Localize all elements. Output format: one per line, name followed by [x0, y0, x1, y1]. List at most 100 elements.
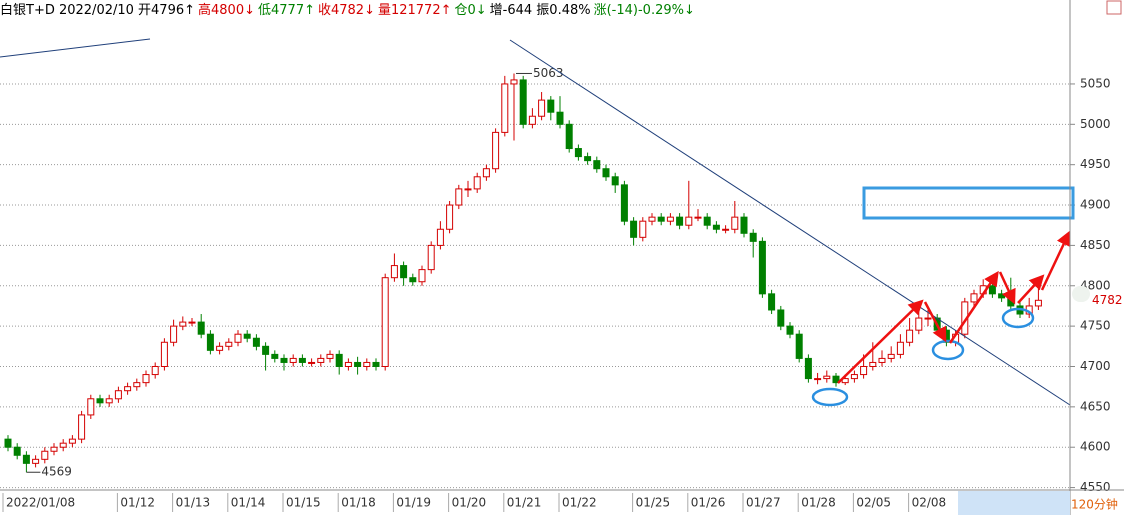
trend-arrows — [837, 230, 1071, 384]
x-tick-label: 01/25 — [636, 496, 671, 510]
candle-body — [68, 438, 76, 444]
candle-body — [400, 265, 408, 279]
y-tick-label: 5000 — [1080, 117, 1111, 131]
marker-ellipse — [931, 339, 965, 361]
candle-body — [50, 446, 58, 452]
candle-body — [998, 293, 1006, 299]
y-tick-label: 4600 — [1080, 440, 1111, 454]
candle-body — [170, 325, 178, 343]
header: 白银T+D 2022/02/10 开4796↑ 高4800↓ 低4777↑ 收4782… — [0, 2, 695, 18]
candle-body — [814, 378, 822, 381]
candle-body — [78, 414, 86, 440]
candle-body — [372, 361, 380, 367]
candle-body — [887, 353, 895, 359]
low-label: 4569 — [41, 465, 72, 479]
candle-body — [593, 160, 601, 170]
candle-body — [114, 390, 122, 400]
candle-body — [455, 188, 463, 206]
candle-body — [832, 375, 840, 384]
candle-body — [87, 398, 95, 416]
candle-body — [1034, 299, 1042, 307]
candle-body — [639, 220, 647, 238]
header-item: 收4782↓ — [318, 3, 375, 18]
candle-body — [409, 277, 417, 283]
candle-body — [105, 398, 113, 404]
candle-body — [354, 361, 362, 367]
candle-body — [850, 374, 858, 380]
x-tick-label: 01/14 — [231, 496, 266, 510]
candle-body — [758, 240, 766, 295]
candle-body — [308, 361, 316, 364]
candle-body — [234, 333, 242, 343]
header-item: 白银T+D 2022/02/10 开4796↑ — [0, 2, 195, 18]
candle-body — [538, 99, 546, 117]
y-tick-label: 4700 — [1080, 359, 1111, 373]
y-tick-label: 5050 — [1080, 76, 1111, 90]
high-label: 5063 — [533, 66, 564, 80]
candle-body — [712, 224, 720, 230]
last-price-label: 4782 — [1092, 293, 1123, 307]
candle-body — [151, 365, 159, 376]
x-tick-label: 01/19 — [396, 496, 431, 510]
x-tick-label: 01/22 — [562, 496, 597, 510]
marker-ellipse — [1001, 307, 1035, 329]
x-tick-label: 01/28 — [801, 496, 836, 510]
candle-body — [648, 216, 656, 222]
candle-body — [676, 216, 684, 226]
period-label[interactable]: 120分钟 — [1071, 497, 1118, 512]
x-tick-label: 02/08 — [912, 496, 947, 510]
candle-body — [749, 232, 757, 242]
candle-body — [464, 188, 472, 191]
candle-body — [492, 131, 500, 170]
candle-body — [860, 365, 868, 376]
window-button[interactable] — [1106, 0, 1122, 15]
x-highlight — [958, 491, 1070, 515]
candle-body — [924, 317, 932, 320]
candle-body — [630, 220, 638, 238]
y-tick-label: 4550 — [1080, 480, 1111, 494]
marker-ellipse — [811, 387, 849, 407]
y-tick-label: 4750 — [1080, 319, 1111, 333]
candle-body — [473, 176, 481, 190]
candle-body — [225, 341, 233, 347]
candle-body — [59, 442, 67, 448]
candle-body — [4, 438, 12, 448]
candle-body — [335, 353, 343, 367]
candle-body — [547, 99, 555, 113]
x-tick-label: 01/26 — [691, 496, 726, 510]
candle-body — [298, 357, 306, 363]
candle-body — [13, 446, 21, 456]
candle-body — [510, 79, 518, 85]
candle-body — [418, 269, 426, 283]
candle-body — [124, 386, 132, 392]
candle-body — [731, 216, 739, 230]
candle-body — [694, 216, 702, 219]
header-item: 涨(-14)-0.29%↓ — [594, 3, 695, 18]
candle-body — [188, 321, 196, 324]
x-tick-label: 02/05 — [856, 496, 891, 510]
candle-body — [804, 357, 812, 380]
candle-body — [41, 450, 49, 460]
x-tick-label: 01/15 — [286, 496, 321, 510]
candle-body — [786, 325, 794, 335]
candle-body — [197, 321, 205, 335]
candle-body — [703, 216, 711, 226]
candle-body — [216, 345, 224, 351]
candle-body — [869, 361, 877, 367]
trend-line — [0, 38, 151, 58]
candle-body — [602, 168, 610, 178]
candle-body — [390, 265, 398, 279]
candle-body — [574, 148, 582, 158]
candle-body — [206, 333, 214, 351]
candle-body — [970, 293, 978, 303]
candle-body — [768, 293, 776, 311]
candle-body — [252, 337, 260, 347]
header-item: 增-644 振0.48% — [490, 3, 591, 18]
candle-body — [915, 317, 923, 331]
y-tick-label: 4900 — [1080, 198, 1111, 212]
candle-body — [740, 216, 748, 234]
plot-area: 4550460046504700475048004850490049505000… — [0, 66, 1111, 512]
candle-body — [262, 345, 270, 355]
candle-body — [142, 374, 150, 384]
